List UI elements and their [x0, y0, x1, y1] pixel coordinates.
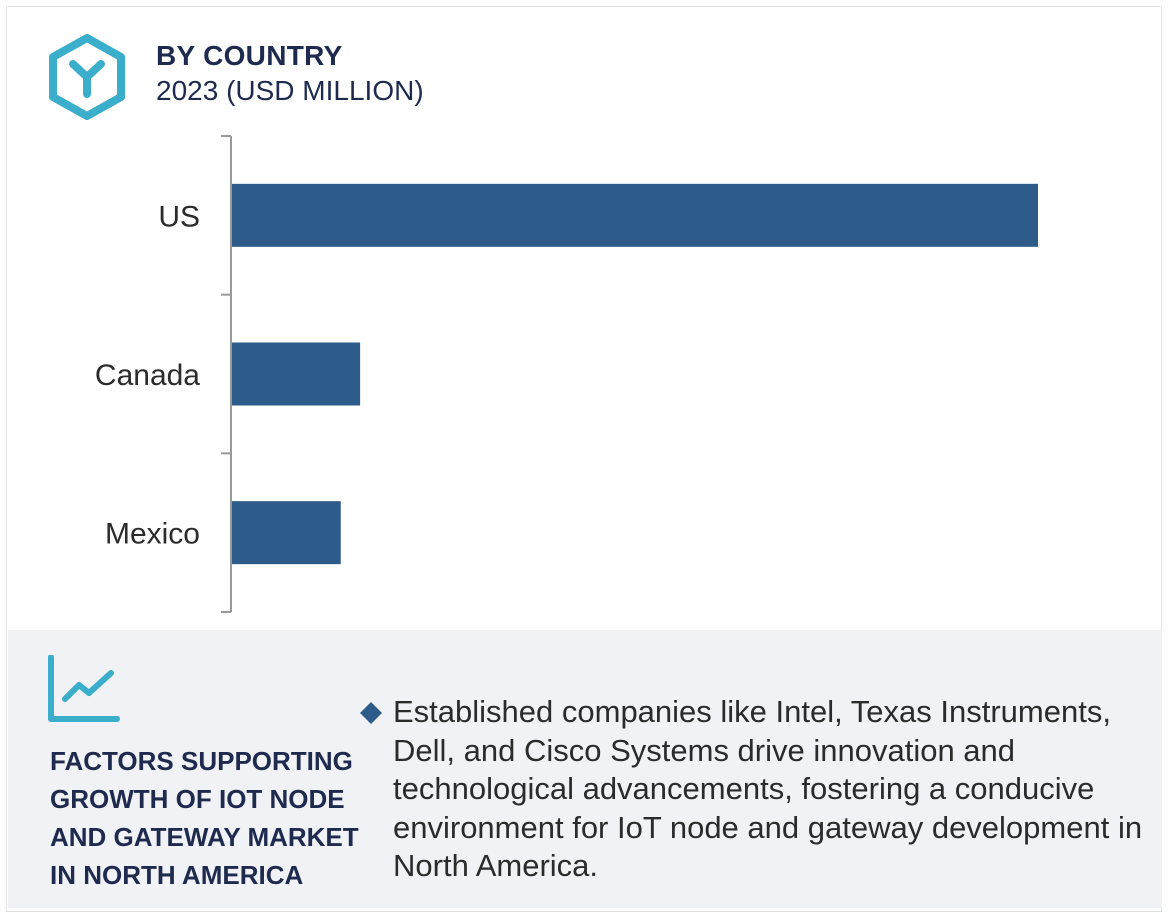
chart-title: BY COUNTRY [156, 40, 343, 71]
factor-point: Established companies like Intel, Texas … [393, 694, 1143, 883]
category-label-canada: Canada [95, 359, 200, 392]
factors-panel [8, 630, 1162, 908]
bar-chart: US Canada Mexico [95, 135, 1038, 613]
bar-canada [232, 342, 361, 406]
hexagon-y-logo-icon [49, 34, 125, 120]
category-label-mexico: Mexico [105, 518, 200, 551]
bar-us [232, 183, 1038, 247]
line-chart-icon [48, 655, 120, 722]
bar-mexico [232, 501, 341, 565]
factors-heading: FACTORS SUPPORTING GROWTH OF IOT NODE AN… [50, 746, 359, 890]
category-label-us: US [158, 200, 200, 233]
chart-subtitle: 2023 (USD MILLION) [156, 75, 424, 106]
infographic-frame [6, 6, 1162, 912]
diamond-bullet-icon [360, 702, 382, 724]
